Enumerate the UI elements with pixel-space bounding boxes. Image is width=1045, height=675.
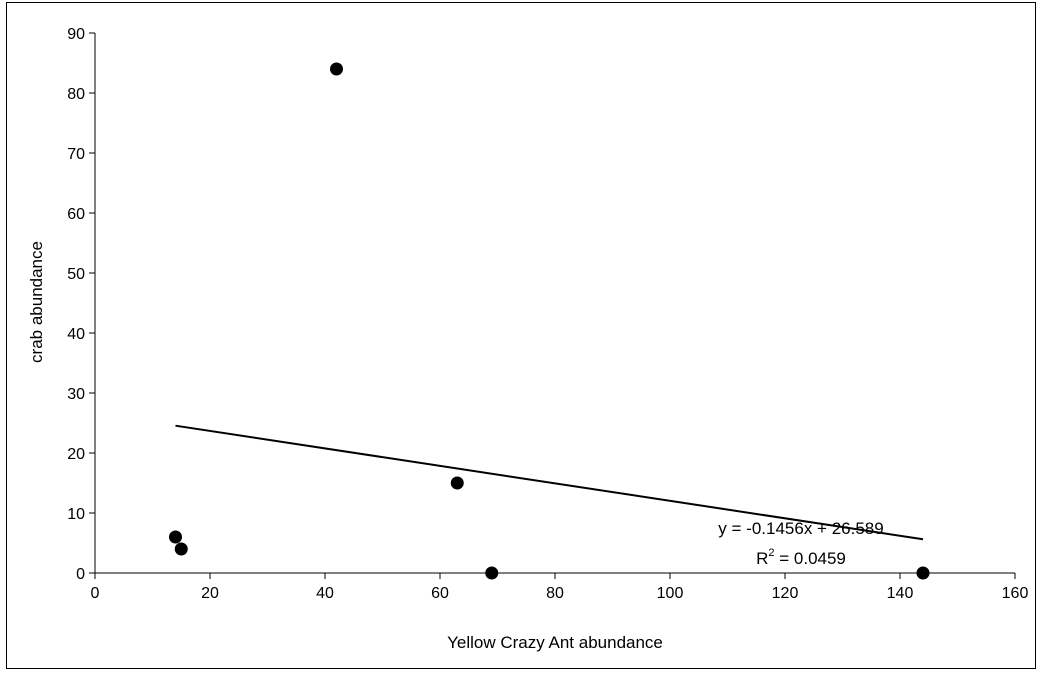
r-squared-label: R2 = 0.0459 <box>756 547 846 568</box>
x-tick-label: 40 <box>316 585 334 602</box>
y-tick-label: 0 <box>76 566 85 583</box>
trendline <box>175 424 924 541</box>
data-point <box>450 476 464 490</box>
y-tick-label: 60 <box>67 206 85 223</box>
y-tick-label: 80 <box>67 86 85 103</box>
data-point <box>330 62 343 76</box>
x-tick-label: 0 <box>91 585 100 602</box>
y-axis-title: crab abundance <box>27 241 46 363</box>
data-point <box>174 542 188 556</box>
y-tick-label: 40 <box>67 326 85 343</box>
y-tick-label: 50 <box>67 266 85 283</box>
r2-value: = 0.0459 <box>775 549 846 568</box>
chart-frame <box>6 2 1036 669</box>
y-tick-label: 70 <box>67 146 85 163</box>
y-tick-label: 10 <box>67 506 85 523</box>
x-axis-title: Yellow Crazy Ant abundance <box>447 633 663 652</box>
data-points <box>169 62 930 580</box>
x-tick-label: 60 <box>431 585 449 602</box>
y-tick-label: 20 <box>67 446 85 463</box>
trendline-equation: y = -0.1456x + 26.589 <box>718 519 883 538</box>
r2-superscript: 2 <box>768 547 774 559</box>
r2-prefix: R <box>756 549 768 568</box>
x-tick-label: 160 <box>1002 585 1029 602</box>
x-tick-label: 140 <box>887 585 914 602</box>
x-tick-label: 80 <box>546 585 564 602</box>
axes <box>89 32 1016 579</box>
y-tick-label: 90 <box>67 26 85 43</box>
x-tick-label: 120 <box>772 585 799 602</box>
data-point <box>169 530 182 544</box>
data-point <box>916 566 930 580</box>
x-tick-label: 20 <box>201 585 219 602</box>
y-tick-label: 30 <box>67 386 85 403</box>
data-point <box>485 566 499 580</box>
tick-labels: 0 10 20 30 40 50 60 70 80 90 0 20 40 60 80 100 120 140 160 <box>67 26 1028 602</box>
x-tick-label: 100 <box>657 585 684 602</box>
